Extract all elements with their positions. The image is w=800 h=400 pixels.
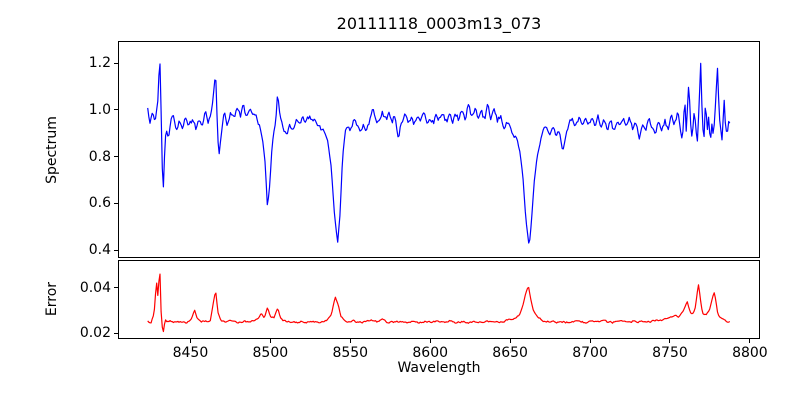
y-tick-label: 1.2 xyxy=(88,55,111,72)
x-tick-label: 8650 xyxy=(492,345,528,361)
y-tick-label: 0.4 xyxy=(88,242,111,259)
y-tick-mark xyxy=(114,156,118,158)
y-tick-label: 0.6 xyxy=(88,195,111,212)
y-tick-label: 0.02 xyxy=(79,325,111,342)
x-tick-mark xyxy=(669,338,671,343)
x-tick-label: 8750 xyxy=(652,345,688,361)
x-tick-mark xyxy=(749,338,751,343)
y-tick-label: 0.04 xyxy=(79,279,111,296)
x-tick-label: 8450 xyxy=(172,345,209,361)
x-tick-label: 8550 xyxy=(332,345,369,361)
y-tick-label: 0.8 xyxy=(88,148,111,165)
spectrum-axes xyxy=(118,41,760,258)
x-tick-mark xyxy=(589,338,591,343)
y-tick-mark xyxy=(114,332,118,334)
x-tick-label: 8800 xyxy=(732,345,768,361)
x-tick-mark xyxy=(429,338,431,343)
x-tick-mark xyxy=(509,338,511,343)
x-tick-mark xyxy=(189,338,191,343)
y-tick-mark xyxy=(114,62,118,64)
y-tick-label: 1.0 xyxy=(88,101,111,118)
error-line xyxy=(147,273,731,333)
plot-title: 20111118_0003m13_073 xyxy=(336,14,542,33)
y-tick-mark xyxy=(114,109,118,111)
x-axis-label: Wavelength xyxy=(397,360,481,376)
y-tick-mark xyxy=(114,202,118,204)
x-tick-label: 8700 xyxy=(572,345,608,361)
spectrum-line xyxy=(147,62,731,244)
x-tick-label: 8500 xyxy=(252,345,289,361)
error-axes xyxy=(118,260,760,339)
y-tick-mark xyxy=(114,249,118,251)
y-tick-mark xyxy=(114,287,118,289)
x-tick-label: 8600 xyxy=(412,345,449,361)
x-tick-mark xyxy=(349,338,351,343)
x-tick-mark xyxy=(269,338,271,343)
